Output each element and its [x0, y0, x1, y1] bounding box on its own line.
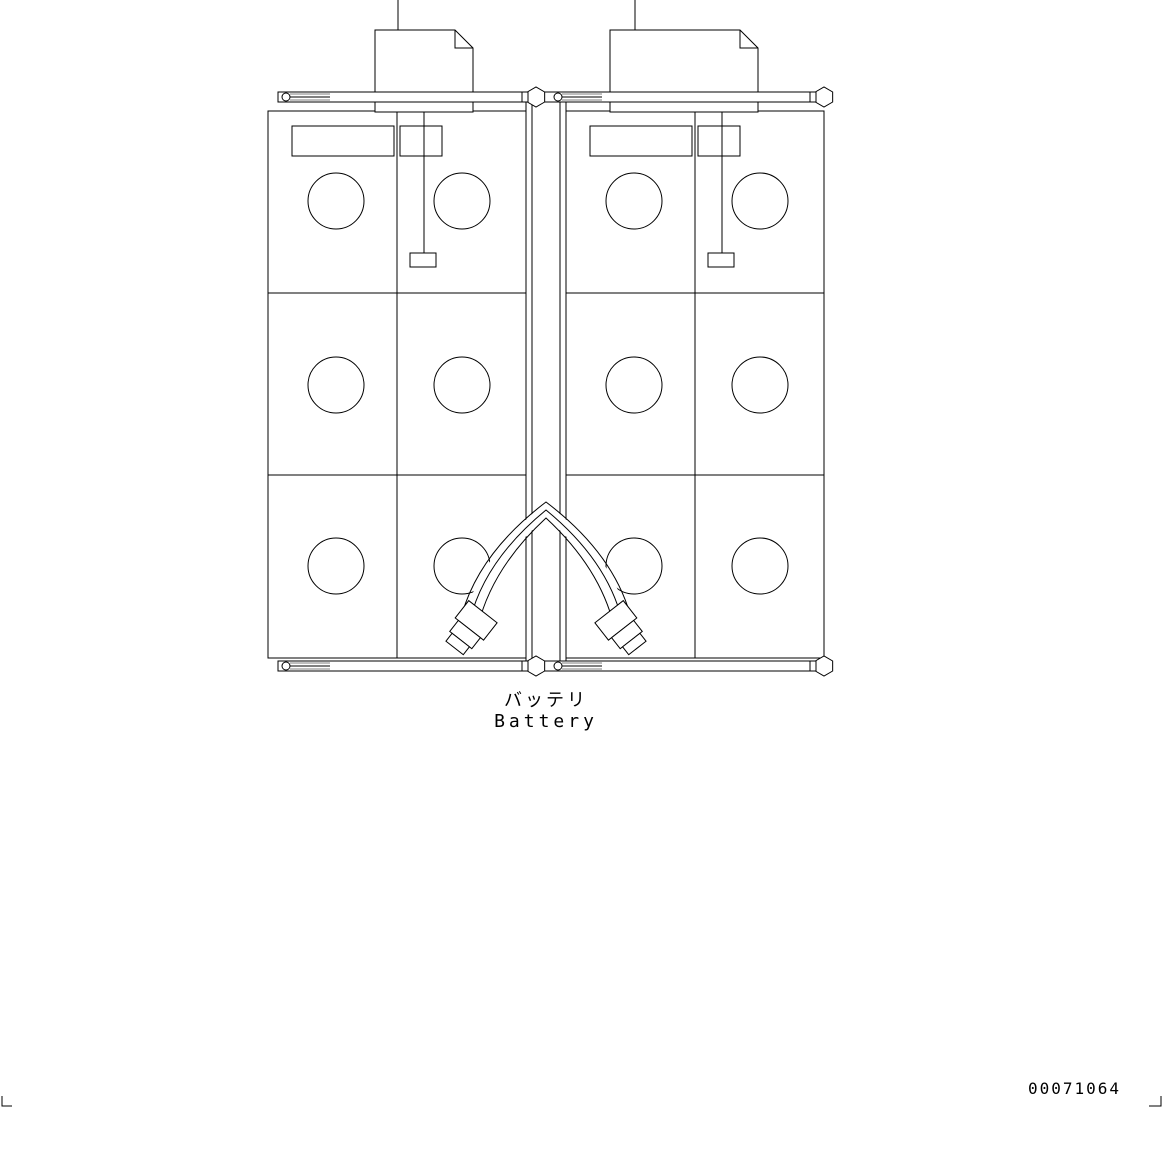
title-en: Battery — [494, 711, 598, 732]
drawing-number: 00071064 — [1028, 1079, 1121, 1098]
center-strap — [526, 92, 566, 671]
frame-corners — [2, 1096, 1161, 1106]
title-jp: バッテリ — [504, 690, 588, 711]
